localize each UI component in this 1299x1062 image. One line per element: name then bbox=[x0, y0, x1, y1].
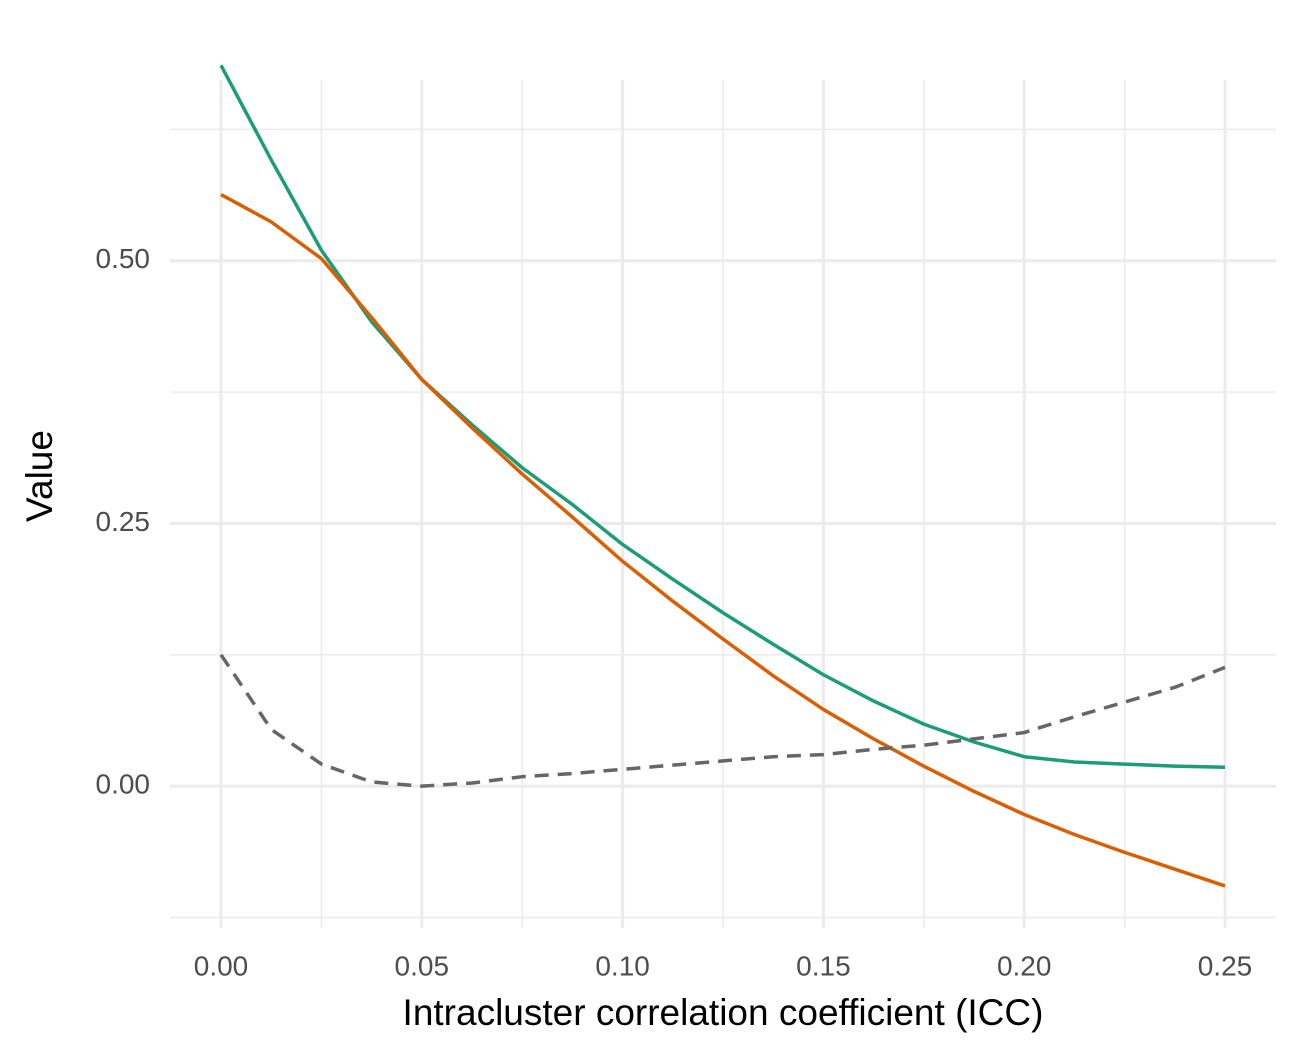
series-line bbox=[219, 653, 1226, 788]
x-tick-label: 0.25 bbox=[1198, 950, 1253, 981]
series-line bbox=[220, 193, 1226, 888]
x-tick-label: 0.00 bbox=[194, 950, 249, 981]
y-tick-label: 0.25 bbox=[96, 506, 151, 537]
x-tick-label: 0.10 bbox=[595, 950, 650, 981]
x-tick-label: 0.20 bbox=[997, 950, 1052, 981]
x-axis-title: Intracluster correlation coefficient (IC… bbox=[403, 992, 1044, 1033]
y-tick-label: 0.00 bbox=[96, 769, 151, 800]
y-tick-label: 0.50 bbox=[96, 243, 151, 274]
x-tick-label: 0.05 bbox=[395, 950, 450, 981]
y-axis-title: Value bbox=[19, 430, 60, 522]
x-tick-label: 0.15 bbox=[796, 950, 851, 981]
series-line bbox=[219, 64, 1226, 769]
